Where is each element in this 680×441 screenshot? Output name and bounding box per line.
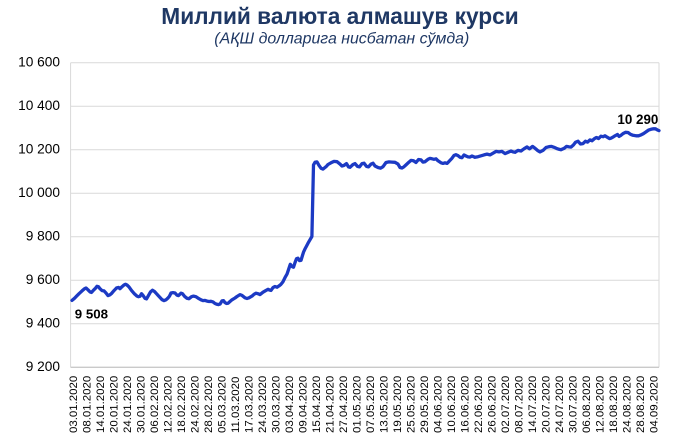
svg-text:09.04.2020: 09.04.2020 bbox=[297, 376, 309, 433]
svg-text:16.06.2020: 16.06.2020 bbox=[460, 376, 472, 433]
svg-text:17.03.2020: 17.03.2020 bbox=[243, 376, 255, 433]
svg-text:9 800: 9 800 bbox=[26, 228, 61, 243]
svg-text:12.02.2020: 12.02.2020 bbox=[162, 376, 174, 433]
svg-text:9 200: 9 200 bbox=[26, 359, 61, 374]
svg-text:Миллий валюта алмашув курси: Миллий валюта алмашув курси bbox=[161, 3, 518, 29]
svg-text:24.08.2020: 24.08.2020 bbox=[622, 376, 634, 433]
svg-text:30.07.2020: 30.07.2020 bbox=[568, 376, 580, 433]
svg-text:10 400: 10 400 bbox=[18, 98, 60, 113]
svg-text:10 000: 10 000 bbox=[18, 185, 60, 200]
svg-text:21.04.2020: 21.04.2020 bbox=[324, 376, 336, 433]
svg-text:24.07.2020: 24.07.2020 bbox=[554, 376, 566, 433]
svg-text:18.02.2020: 18.02.2020 bbox=[176, 376, 188, 433]
svg-text:24.02.2020: 24.02.2020 bbox=[189, 376, 201, 433]
svg-text:08.01.2020: 08.01.2020 bbox=[81, 376, 93, 433]
svg-text:11.03.2020: 11.03.2020 bbox=[230, 377, 242, 433]
svg-text:28.02.2020: 28.02.2020 bbox=[203, 376, 215, 433]
svg-text:20.07.2020: 20.07.2020 bbox=[541, 376, 553, 433]
svg-text:28.08.2020: 28.08.2020 bbox=[635, 376, 647, 433]
svg-text:10 600: 10 600 bbox=[18, 54, 60, 69]
svg-text:05.03.2020: 05.03.2020 bbox=[216, 376, 228, 433]
svg-text:30.03.2020: 30.03.2020 bbox=[270, 376, 282, 433]
svg-text:9 508: 9 508 bbox=[75, 306, 108, 321]
svg-text:18.08.2020: 18.08.2020 bbox=[608, 376, 620, 433]
svg-text:19.05.2020: 19.05.2020 bbox=[392, 376, 404, 433]
svg-text:9 400: 9 400 bbox=[26, 315, 61, 330]
svg-text:10 200: 10 200 bbox=[18, 141, 60, 156]
svg-text:29.05.2020: 29.05.2020 bbox=[419, 376, 431, 433]
svg-text:(АҚШ долларига нисбатан сўмда): (АҚШ долларига нисбатан сўмда) bbox=[214, 30, 469, 47]
svg-text:07.05.2020: 07.05.2020 bbox=[365, 376, 377, 433]
svg-text:10.06.2020: 10.06.2020 bbox=[446, 376, 458, 433]
svg-text:02.07.2020: 02.07.2020 bbox=[500, 376, 512, 433]
svg-text:22.06.2020: 22.06.2020 bbox=[473, 376, 485, 433]
svg-text:20.01.2020: 20.01.2020 bbox=[108, 376, 120, 433]
svg-text:27.04.2020: 27.04.2020 bbox=[338, 376, 350, 433]
svg-text:25.05.2020: 25.05.2020 bbox=[405, 376, 417, 433]
svg-text:03.01.2020: 03.01.2020 bbox=[68, 376, 80, 433]
svg-text:26.06.2020: 26.06.2020 bbox=[487, 376, 499, 433]
svg-text:08.07.2020: 08.07.2020 bbox=[514, 376, 526, 433]
svg-text:12.08.2020: 12.08.2020 bbox=[595, 376, 607, 433]
svg-text:9 600: 9 600 bbox=[26, 272, 61, 287]
svg-text:06.02.2020: 06.02.2020 bbox=[149, 376, 161, 433]
svg-text:13.05.2020: 13.05.2020 bbox=[378, 376, 390, 433]
svg-text:30.01.2020: 30.01.2020 bbox=[135, 376, 147, 433]
svg-text:15.04.2020: 15.04.2020 bbox=[311, 376, 323, 433]
svg-text:04.06.2020: 04.06.2020 bbox=[432, 376, 444, 433]
svg-text:01.05.2020: 01.05.2020 bbox=[351, 376, 363, 433]
svg-text:14.01.2020: 14.01.2020 bbox=[95, 376, 107, 433]
svg-text:03.04.2020: 03.04.2020 bbox=[284, 376, 296, 433]
svg-text:10 290: 10 290 bbox=[617, 112, 658, 127]
svg-text:06.08.2020: 06.08.2020 bbox=[581, 376, 593, 433]
svg-text:24.01.2020: 24.01.2020 bbox=[122, 376, 134, 433]
svg-text:04.09.2020: 04.09.2020 bbox=[649, 376, 661, 433]
svg-text:14.07.2020: 14.07.2020 bbox=[527, 376, 539, 433]
svg-text:24.03.2020: 24.03.2020 bbox=[257, 376, 269, 433]
